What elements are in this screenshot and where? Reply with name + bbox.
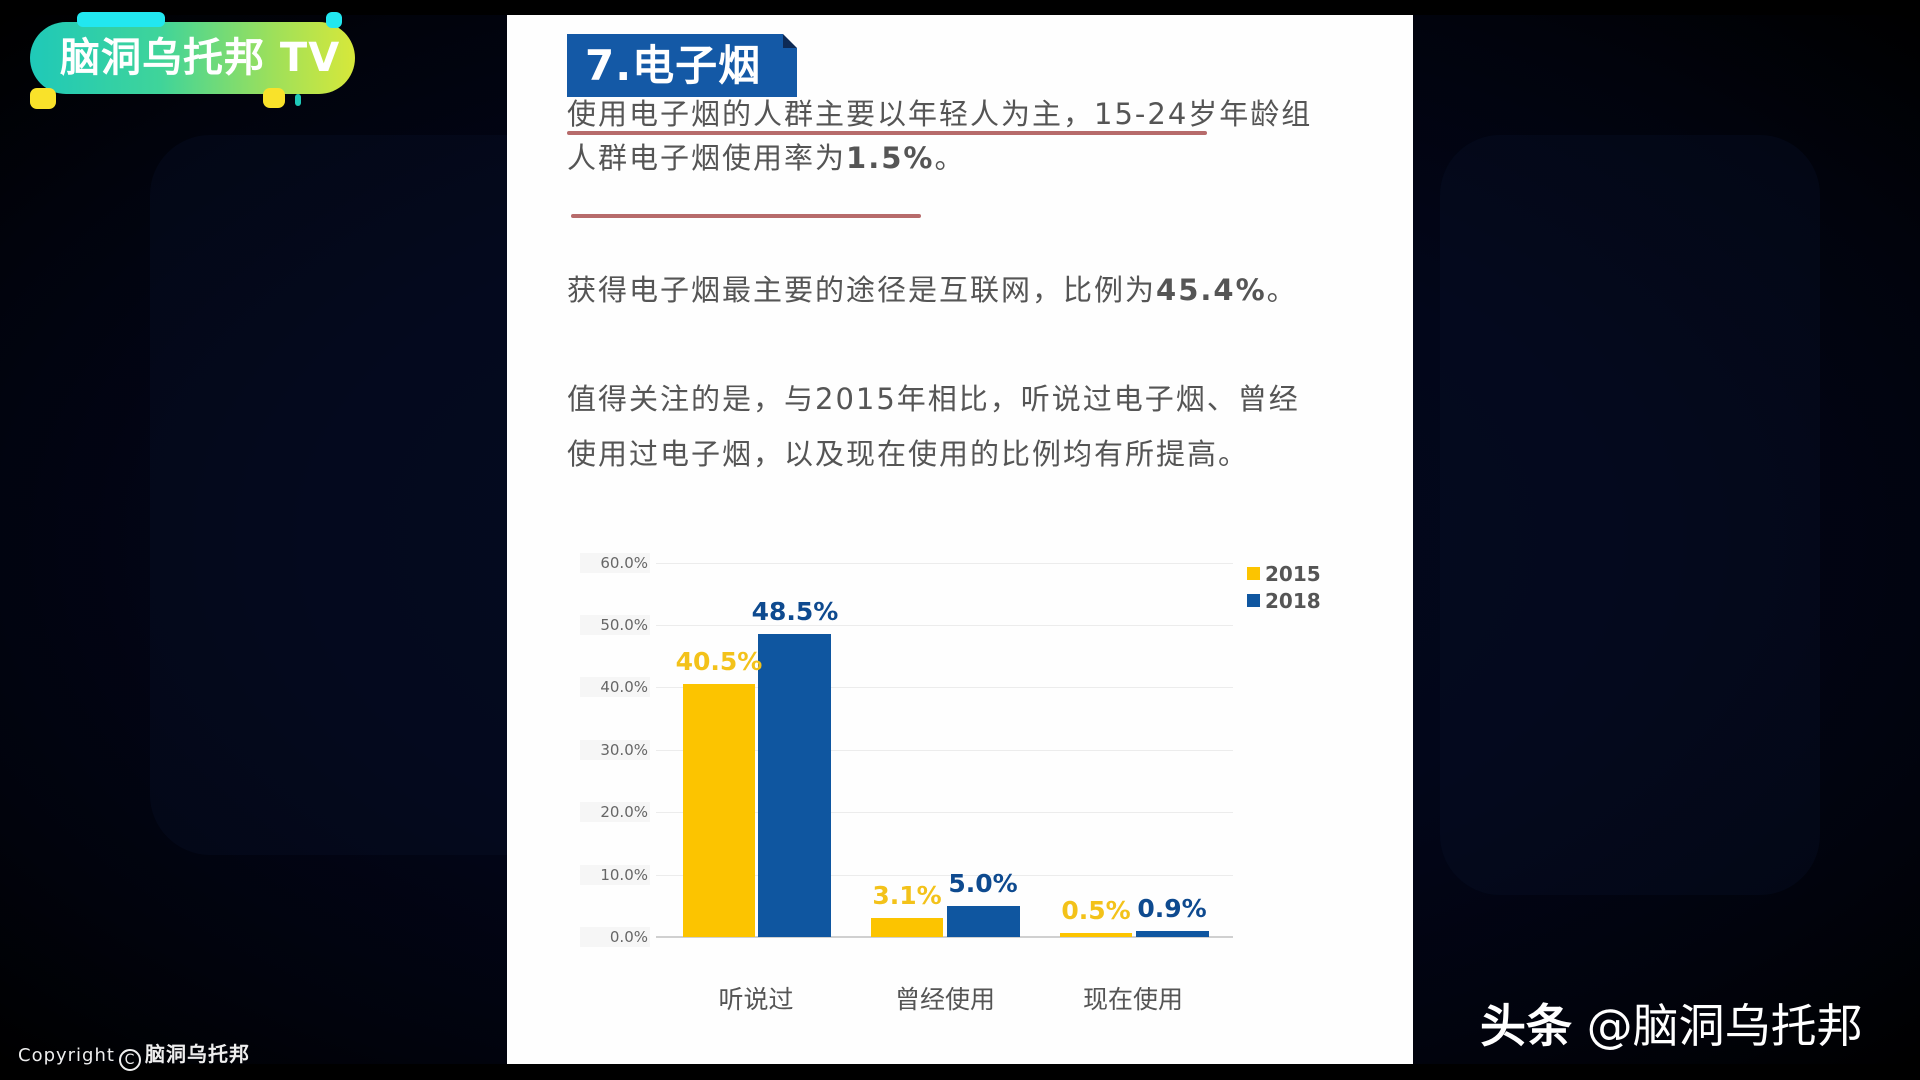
logo-decoration [295,94,301,106]
paragraph-3-line-2: 使用过电子烟，以及现在使用的比例均有所提高。 [567,437,1250,471]
gridline [656,625,1233,626]
text-span: 。 [934,141,966,175]
highlight-underline [567,131,1207,135]
x-axis-line [656,936,1233,938]
copyright-prefix: Copyright [18,1045,115,1066]
slide-title-box: 7.电子烟 [567,34,797,97]
watermark-platform: 头条 [1480,999,1572,1053]
gridline [656,812,1233,813]
legend-item-2018: 2018 [1247,587,1321,614]
legend-item-2015: 2015 [1247,560,1321,587]
x-category-label: 曾经使用 [894,985,995,1014]
y-tick-label: 20.0% [580,802,650,822]
copyright-brand: 脑洞乌托邦 [144,1042,250,1066]
title-fold-corner [783,34,797,48]
letterbox-bottom [0,1064,1920,1080]
highlight-underline [571,214,921,218]
x-category-label: 听说过 [718,985,794,1014]
legend-label: 2018 [1265,588,1321,613]
bar-value-label: 40.5% [675,647,763,676]
bar-2018-heard [758,634,831,937]
gridline [656,875,1233,876]
slide-title: 7.电子烟 [585,41,762,90]
letterbox-top [0,0,1920,15]
chart-legend: 2015 2018 [1247,560,1321,614]
background-blur-shape [1440,135,1820,895]
logo-text: 脑洞乌托邦 TV [60,35,341,81]
gridline [656,687,1233,688]
logo-decoration [30,88,56,109]
gridline [656,563,1233,564]
bar-chart: 60.0% 50.0% 40.0% 30.0% 20.0% 10.0% 0.0%… [507,15,1413,1064]
bar-value-label: 0.5% [1061,896,1131,925]
legend-swatch-2015 [1247,567,1260,580]
bar-value-label: 5.0% [948,869,1018,898]
text-span: 人群电子烟使用率为 [567,141,847,175]
bar-2018-current-use [1136,931,1209,937]
channel-logo: 脑洞乌托邦 TV [0,0,380,120]
text-span: 。 [1266,273,1298,307]
bar-value-label: 48.5% [751,597,839,626]
logo-decoration [326,12,342,28]
usage-rate-value: 1.5% [846,141,935,175]
platform-watermark: 头条 @脑洞乌托邦 [1480,990,1863,1056]
y-tick-label: 50.0% [580,615,650,635]
x-category-label: 现在使用 [1082,985,1183,1014]
watermark-handle: @脑洞乌托邦 [1586,999,1863,1053]
y-tick-label: 30.0% [580,740,650,760]
bar-2018-ever-used [947,906,1020,937]
y-tick-label: 0.0% [580,927,650,947]
paragraph-1-line-2: 人群电子烟使用率为1.5%。 [567,131,965,185]
slide-panel: 7.电子烟 使用电子烟的人群主要以年轻人为主，15-24岁年龄组 人群电子烟使用… [507,15,1413,1064]
y-tick-label: 60.0% [580,553,650,573]
text-span: 获得电子烟最主要的途径是互联网，比例为 [567,273,1157,307]
legend-label: 2015 [1265,561,1321,586]
bar-2015-heard [683,684,755,937]
paragraph-1-line-1: 使用电子烟的人群主要以年轻人为主，15-24岁年龄组 [567,97,1313,131]
y-tick-label: 10.0% [580,865,650,885]
bar-2015-ever-used [871,918,943,937]
logo-decoration [77,12,165,27]
internet-ratio-value: 45.4% [1156,273,1267,307]
copyright-notice: Copyright C 脑洞乌托邦 [18,1038,250,1071]
bar-value-label: 0.9% [1137,894,1207,923]
paragraph-2: 获得电子烟最主要的途径是互联网，比例为45.4%。 [567,263,1298,317]
gridline [656,750,1233,751]
logo-decoration [263,88,285,108]
y-tick-label: 40.0% [580,677,650,697]
copyright-icon: C [118,1049,141,1071]
bar-2015-current-use [1060,933,1132,937]
bar-value-label: 3.1% [872,881,942,910]
logo-pill [30,22,355,94]
paragraph-3-line-1: 值得关注的是，与2015年相比，听说过电子烟、曾经 [567,382,1300,416]
legend-swatch-2018 [1247,594,1260,607]
background-blur-shape [150,135,570,855]
